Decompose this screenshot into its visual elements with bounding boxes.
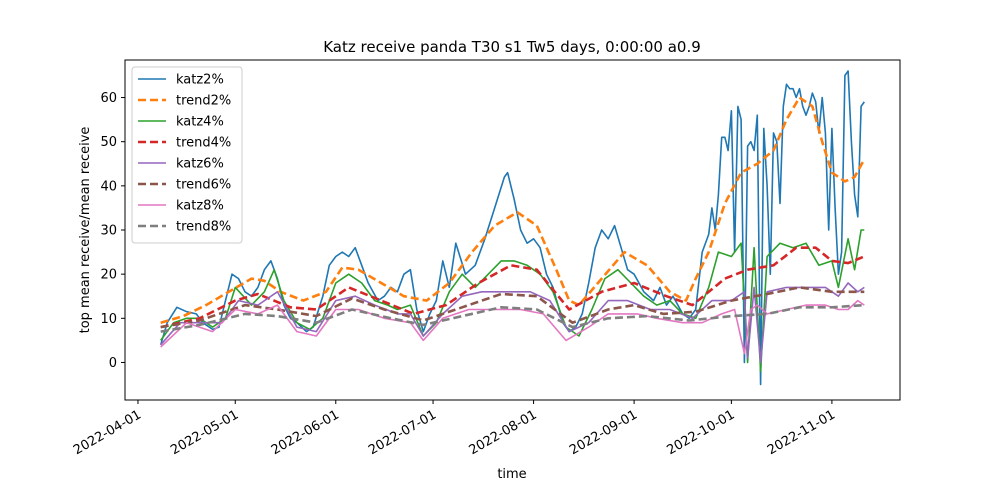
y-tick-label: 50 <box>100 135 117 150</box>
series-line-trend2pct <box>160 96 866 324</box>
legend-label: katz2% <box>176 73 224 88</box>
y-tick-label: 20 <box>100 268 117 283</box>
y-tick-label: 60 <box>100 91 117 106</box>
x-tick-label: 2022-05-01 <box>168 407 241 458</box>
legend-label: trend4% <box>176 136 231 151</box>
y-axis-label: top mean receive/mean receive <box>78 127 93 334</box>
series-line-trend8pct <box>160 303 865 333</box>
series-line-trend4pct <box>160 246 865 329</box>
y-tick-label: 10 <box>100 312 117 327</box>
legend-label: trend2% <box>176 94 231 109</box>
series-layer <box>159 70 866 386</box>
x-tick-label: 2022-07-01 <box>366 407 439 458</box>
series-line-trend6pct <box>160 286 865 329</box>
legend-label: katz6% <box>176 157 224 172</box>
legend-label: katz8% <box>176 199 224 214</box>
x-axis-label: time <box>497 467 526 482</box>
x-tick-label: 2022-09-01 <box>567 407 640 458</box>
y-tick-label: 30 <box>100 224 117 239</box>
legend-label: katz4% <box>176 115 224 130</box>
legend-label: trend8% <box>176 220 231 235</box>
x-axis: 2022-04-01 2022-05-01 2022-06-01 2022-07-01… <box>71 400 838 458</box>
legend-box <box>131 66 243 244</box>
y-tick-label: 0 <box>109 356 117 371</box>
x-tick-label: 2022-08-01 <box>467 407 540 458</box>
legend-label: trend6% <box>176 178 231 193</box>
legend: katz2% trend2% katz4% trend4% katz6% trend6% k… <box>131 66 243 244</box>
series-line-katz6pct <box>160 282 865 364</box>
x-tick-label: 2022-11-01 <box>765 407 838 458</box>
x-tick-label: 2022-04-01 <box>71 407 144 458</box>
y-tick-label: 40 <box>100 179 117 194</box>
y-axis: 0 10 20 30 40 50 60 <box>100 91 125 371</box>
chart-title: Katz receive panda T30 s1 Tw5 days, 0:00… <box>323 38 701 56</box>
x-tick-label: 2022-10-01 <box>664 407 737 458</box>
x-tick-label: 2022-06-01 <box>269 407 342 458</box>
